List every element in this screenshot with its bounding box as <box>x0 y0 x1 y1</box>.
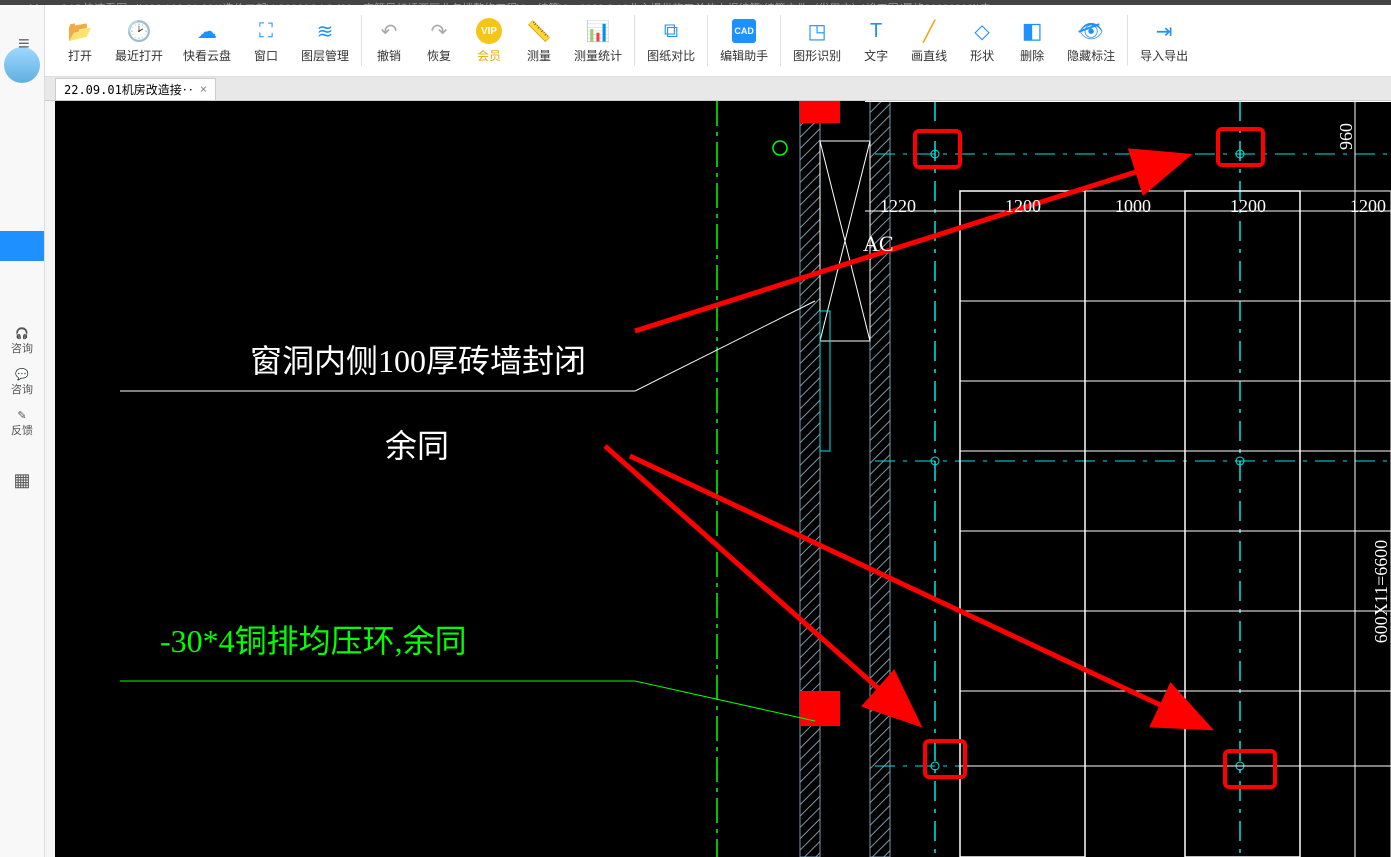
cad-annotation: 窗洞内侧100厚砖墙封闭 <box>250 336 586 382</box>
toolbar-形状[interactable]: ◇ 形状 <box>957 5 1007 76</box>
图纸对比-icon: ⧉ <box>657 17 685 45</box>
document-tab[interactable]: 22.09.01机房改造接‥ × <box>55 78 216 100</box>
隐藏标注-icon: 👁 <box>1077 17 1105 45</box>
toolbar-label: 画直线 <box>911 47 947 64</box>
toolbar-label: 文字 <box>864 47 888 64</box>
toolbar-label: 删除 <box>1020 47 1044 64</box>
cad-annotation: AC <box>863 231 894 257</box>
toolbar-编辑助手[interactable]: CAD 编辑助手 <box>710 5 778 76</box>
toolbar-label: 窗口 <box>254 47 278 64</box>
窗口-icon: ⛶ <box>252 17 280 45</box>
tab-title: 22.09.01机房改造接‥ <box>64 81 194 98</box>
sidebar-item-consult1[interactable]: 🎧 咨询 <box>0 321 44 362</box>
toolbar-label: 会员 <box>477 47 501 64</box>
toolbar-label: 图纸对比 <box>647 47 695 64</box>
sidebar-label: 咨询 <box>11 340 33 356</box>
toolbar-label: 撤销 <box>377 47 401 64</box>
toolbar-label: 编辑助手 <box>720 47 768 64</box>
toolbar-label: 形状 <box>970 47 994 64</box>
toolbar-快看云盘[interactable]: ☁ 快看云盘 <box>173 5 241 76</box>
toolbar-label: 恢复 <box>427 47 451 64</box>
toolbar-打开[interactable]: 📂 打开 <box>55 5 105 76</box>
toolbar-测量[interactable]: 📏 测量 <box>514 5 564 76</box>
toolbar-label: 导入导出 <box>1140 47 1188 64</box>
toolbar-恢复[interactable]: ↷ 恢复 <box>414 5 464 76</box>
toolbar-文字[interactable]: T 文字 <box>851 5 901 76</box>
cad-annotation: 1200 <box>1005 196 1041 217</box>
最近打开-icon: 🕑 <box>125 17 153 45</box>
cad-annotation: 余同 <box>385 421 449 467</box>
sidebar-active-item[interactable] <box>0 231 44 261</box>
sidebar-item-qr[interactable]: ▦ <box>0 464 44 497</box>
快看云盘-icon: ☁ <box>193 17 221 45</box>
toolbar-label: 打开 <box>68 47 92 64</box>
qr-icon: ▦ <box>13 470 30 491</box>
toolbar-label: 最近打开 <box>115 47 163 64</box>
会员-icon: VIP <box>475 17 503 45</box>
edit-icon: ✎ <box>17 409 26 422</box>
menu-icon[interactable]: ≡ <box>18 33 30 56</box>
headset-icon: 🎧 <box>15 327 29 340</box>
toolbar-label: 图形识别 <box>793 47 841 64</box>
文字-icon: T <box>862 17 890 45</box>
toolbar-label: 测量 <box>527 47 551 64</box>
撤销-icon: ↶ <box>375 17 403 45</box>
cad-annotation: -30*4铜排均压环,余同 <box>160 616 467 662</box>
toolbar-会员[interactable]: VIP 会员 <box>464 5 514 76</box>
形状-icon: ◇ <box>968 17 996 45</box>
toolbar-label: 测量统计 <box>574 47 622 64</box>
恢复-icon: ↷ <box>425 17 453 45</box>
cad-annotation: 1220 <box>880 196 916 217</box>
toolbar-导入导出[interactable]: ⇥ 导入导出 <box>1130 5 1198 76</box>
drawing-canvas[interactable]: 窗洞内侧100厚砖墙封闭余同 -30*4铜排均压环,余同 1220 1200 1000 1… <box>55 101 1391 857</box>
cad-annotation: 600X11=6600 <box>1371 540 1391 643</box>
删除-icon: ◧ <box>1018 17 1046 45</box>
测量统计-icon: 📊 <box>584 17 612 45</box>
toolbar-label: 图层管理 <box>301 47 349 64</box>
sidebar-item-feedback[interactable]: ✎ 反馈 <box>0 403 44 444</box>
cad-annotation: 1200 <box>1350 196 1386 217</box>
导入导出-icon: ⇥ <box>1150 17 1178 45</box>
图层管理-icon: ≋ <box>311 17 339 45</box>
toolbar-隐藏标注[interactable]: 👁 隐藏标注 <box>1057 5 1125 76</box>
toolbar-图层管理[interactable]: ≋ 图层管理 <box>291 5 359 76</box>
tab-close-icon[interactable]: × <box>200 82 207 96</box>
sidebar-item-consult2[interactable]: 💬 咨询 <box>0 362 44 403</box>
toolbar-画直线[interactable]: ╱ 画直线 <box>901 5 957 76</box>
cad-annotation: 960 <box>1336 123 1357 150</box>
toolbar-label: 快看云盘 <box>183 47 231 64</box>
toolbar-删除[interactable]: ◧ 删除 <box>1007 5 1057 76</box>
toolbar-撤销[interactable]: ↶ 撤销 <box>364 5 414 76</box>
chat-icon: 💬 <box>15 368 29 381</box>
tabbar: 22.09.01机房改造接‥ × <box>0 77 1391 101</box>
打开-icon: 📂 <box>66 17 94 45</box>
图形识别-icon: ◳ <box>803 17 831 45</box>
toolbar-窗口[interactable]: ⛶ 窗口 <box>241 5 291 76</box>
left-sidebar: ≡ 🎧 咨询 💬 咨询 ✎ 反馈 ▦ <box>0 5 45 857</box>
画直线-icon: ╱ <box>915 17 943 45</box>
toolbar-图形识别[interactable]: ◳ 图形识别 <box>783 5 851 76</box>
测量-icon: 📏 <box>525 17 553 45</box>
sidebar-label: 咨询 <box>11 381 33 397</box>
cad-annotation: 1200 <box>1230 196 1266 217</box>
cad-annotation: 1000 <box>1115 196 1151 217</box>
toolbar: 📂 打开 🕑 最近打开 ☁ 快看云盘 ⛶ 窗口 ≋ 图层管理 ↶ 撤销 ↷ 恢复 VIP 会员 📏 测量 📊 测量统计… <box>0 5 1391 77</box>
toolbar-最近打开[interactable]: 🕑 最近打开 <box>105 5 173 76</box>
编辑助手-icon: CAD <box>730 17 758 45</box>
toolbar-测量统计[interactable]: 📊 测量统计 <box>564 5 632 76</box>
sidebar-label: 反馈 <box>11 422 33 438</box>
toolbar-label: 隐藏标注 <box>1067 47 1115 64</box>
toolbar-图纸对比[interactable]: ⧉ 图纸对比 <box>637 5 705 76</box>
